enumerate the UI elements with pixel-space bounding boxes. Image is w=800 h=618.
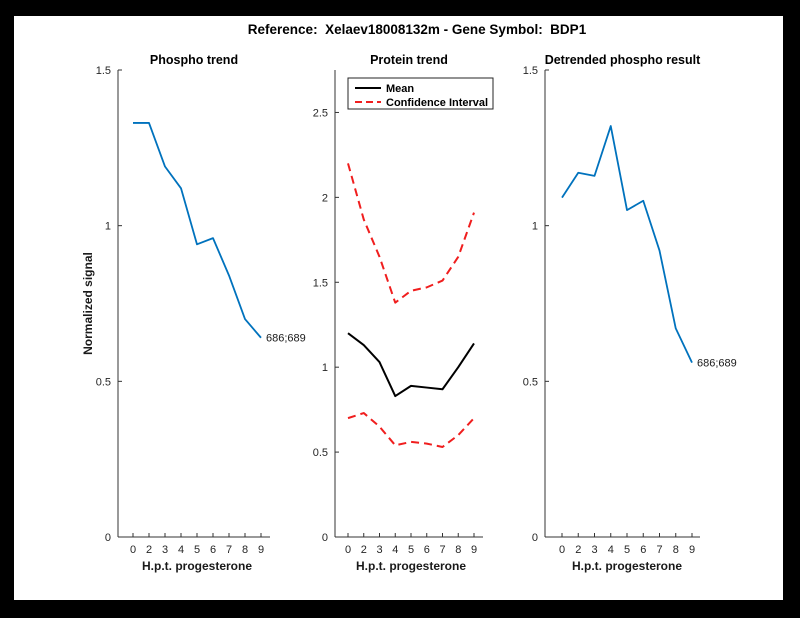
- x-tick-label: 9: [258, 544, 264, 556]
- y-tick-label: 1.5: [313, 277, 328, 289]
- x-tick-label: 0: [130, 544, 136, 556]
- legend-label: Confidence Interval: [386, 97, 488, 109]
- series-mean: [347, 332, 475, 398]
- x-axis-label: H.p.t. progesterone: [572, 559, 682, 573]
- legend-label: Mean: [386, 83, 414, 95]
- x-tick-label: 4: [392, 544, 398, 556]
- x-tick-label: 9: [689, 544, 695, 556]
- x-tick-label: 6: [640, 544, 646, 556]
- x-tick-label: 8: [455, 544, 461, 556]
- x-tick-label: 5: [408, 544, 414, 556]
- subplot-title: Detrended phospho result: [545, 53, 701, 67]
- y-tick-label: 2.5: [313, 107, 328, 119]
- x-tick-label: 3: [376, 544, 382, 556]
- x-tick-label: 7: [439, 544, 445, 556]
- x-tick-label: 2: [146, 544, 152, 556]
- y-tick-label: 0.5: [313, 447, 328, 459]
- endpoint-label: 686;689: [266, 333, 306, 345]
- x-tick-label: 6: [424, 544, 430, 556]
- x-tick-label: 3: [591, 544, 597, 556]
- y-tick-label: 0: [532, 532, 538, 544]
- x-axis-label: H.p.t. progesterone: [142, 559, 252, 573]
- x-tick-label: 4: [178, 544, 184, 556]
- x-tick-label: 5: [624, 544, 630, 556]
- x-axis-label: H.p.t. progesterone: [356, 559, 466, 573]
- x-tick-label: 7: [656, 544, 662, 556]
- series-phospho-signal: [133, 122, 262, 339]
- y-tick-label: 1: [105, 221, 111, 233]
- series-ci-upper: [347, 163, 475, 304]
- x-tick-label: 2: [361, 544, 367, 556]
- y-tick-label: 1.5: [523, 65, 538, 77]
- y-tick-label: 2: [322, 192, 328, 204]
- subplot-title: Protein trend: [370, 53, 448, 67]
- y-tick-label: 0.5: [96, 376, 111, 388]
- y-tick-label: 1: [322, 362, 328, 374]
- x-tick-label: 8: [242, 544, 248, 556]
- figure-paper: [14, 16, 783, 600]
- x-tick-label: 9: [471, 544, 477, 556]
- x-tick-label: 0: [345, 544, 351, 556]
- endpoint-label: 686;689: [697, 358, 737, 370]
- x-tick-label: 3: [162, 544, 168, 556]
- y-tick-label: 1: [532, 221, 538, 233]
- y-axis-label: Normalized signal: [81, 252, 95, 355]
- series-ci-lower: [347, 412, 475, 448]
- y-tick-label: 1.5: [96, 65, 111, 77]
- x-tick-label: 7: [226, 544, 232, 556]
- y-tick-label: 0: [105, 532, 111, 544]
- x-tick-label: 8: [673, 544, 679, 556]
- y-tick-label: 0: [322, 532, 328, 544]
- x-tick-label: 6: [210, 544, 216, 556]
- series-detrended-phospho-signal: [561, 125, 693, 364]
- legend-box: [347, 77, 494, 110]
- x-tick-label: 2: [575, 544, 581, 556]
- x-tick-label: 5: [194, 544, 200, 556]
- x-tick-label: 0: [559, 544, 565, 556]
- y-tick-label: 0.5: [523, 376, 538, 388]
- figure-title: Reference: Xelaev18008132m - Gene Symbol…: [248, 22, 587, 37]
- x-tick-label: 4: [608, 544, 614, 556]
- subplot-title: Phospho trend: [150, 53, 238, 67]
